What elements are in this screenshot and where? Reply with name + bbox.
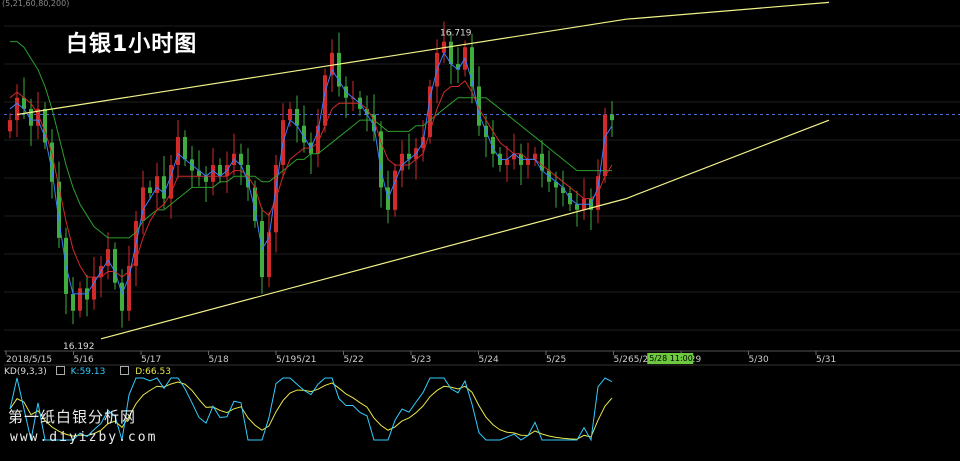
- candle-body: [323, 75, 327, 126]
- candle-body: [15, 97, 19, 121]
- candle-body: [337, 52, 341, 87]
- candle-body: [533, 153, 537, 160]
- candle-body: [204, 176, 208, 182]
- x-tick-label: 5/17: [141, 355, 161, 365]
- candle-body: [218, 164, 222, 177]
- candle-body: [141, 187, 145, 222]
- candle-body: [92, 277, 96, 300]
- highlight-date-label: 5/28 11:00: [649, 354, 693, 363]
- candle-body: [43, 108, 47, 143]
- x-tick-label: 5/31: [816, 355, 836, 365]
- candle-body: [22, 97, 26, 109]
- candle-body: [36, 108, 40, 126]
- candle-body: [288, 108, 292, 121]
- candle-body: [155, 176, 159, 194]
- x-tick-label: 5/30: [749, 355, 769, 365]
- candle-body: [71, 293, 75, 311]
- candle-body: [50, 142, 54, 182]
- candle-body: [148, 187, 152, 194]
- candle-body: [8, 120, 12, 132]
- x-tick-label: 5/24: [479, 355, 499, 365]
- kd-d-value: D:66.53: [120, 366, 177, 377]
- candle-body: [330, 52, 334, 76]
- candle-body: [379, 131, 383, 188]
- candle-body: [449, 41, 453, 65]
- candle-body: [505, 159, 509, 165]
- candle-body: [302, 125, 306, 143]
- candle-body: [253, 187, 257, 222]
- candle-body: [183, 136, 187, 160]
- candle-body: [526, 159, 530, 165]
- candle-body: [491, 136, 495, 154]
- chart-title: 白银1小时图: [66, 32, 198, 57]
- high-price-label: 16.719: [440, 29, 472, 39]
- candle-body: [78, 288, 82, 311]
- candle-body: [29, 108, 33, 126]
- candle-body: [120, 282, 124, 311]
- highlight-date-box: [647, 353, 694, 364]
- x-tick-label: 5/25: [546, 355, 566, 365]
- kd-k-value: K:59.13: [55, 366, 112, 377]
- x-tick-label: 5/16: [74, 355, 94, 365]
- x-tick-label: 5/18: [209, 355, 229, 365]
- watermark-url: www.diyizby.com: [10, 430, 158, 445]
- candle-body: [295, 108, 299, 126]
- x-tick-label: 5/265/2: [614, 355, 649, 365]
- candle-body: [477, 86, 481, 126]
- candle-body: [470, 47, 474, 87]
- candle-body: [211, 164, 215, 182]
- candle-body: [239, 153, 243, 165]
- candle-body: [106, 249, 110, 266]
- d-label: D:66.53: [135, 367, 171, 377]
- x-tick-label: 5/23: [411, 355, 431, 365]
- candle-body: [603, 114, 607, 177]
- header-strip-text: (5,21,60,80,200): [2, 0, 69, 8]
- candle-body: [57, 181, 61, 238]
- candle-body: [113, 249, 117, 283]
- k-checkbox[interactable]: [55, 366, 65, 375]
- candle-body: [162, 176, 166, 199]
- candle-body: [610, 114, 614, 121]
- candle-body: [365, 108, 369, 115]
- candle-body: [407, 153, 411, 160]
- candle-body: [197, 170, 201, 177]
- ma-mid-line: [9, 80, 613, 278]
- candle-body: [169, 164, 173, 199]
- ma-slow-line: [10, 41, 612, 239]
- candle-body: [127, 265, 131, 311]
- candle-body: [316, 125, 320, 154]
- kd-indicator-label[interactable]: KD(9,3,3): [4, 367, 47, 377]
- candle-body: [428, 86, 432, 137]
- kd-header: KD(9,3,3) K:59.13 D:66.53: [4, 366, 183, 377]
- x-tick-label: 5/195/21: [276, 355, 316, 365]
- candle-body: [575, 204, 579, 210]
- upper-channel-line: [16, 1, 830, 116]
- kd-d-line: [9, 381, 613, 440]
- x-tick-label: 2018/5/15: [6, 355, 52, 365]
- candle-body: [512, 153, 516, 160]
- candle-body: [554, 181, 558, 188]
- candle-body: [393, 170, 397, 210]
- lower-channel-line: [100, 119, 830, 340]
- x-tick-label: 5/22: [344, 355, 364, 365]
- candle-body: [561, 187, 565, 194]
- candle-body: [372, 114, 376, 132]
- ma-fast-line: [9, 51, 613, 296]
- candle-body: [400, 153, 404, 171]
- kd-k-line: [9, 377, 613, 442]
- candle-body: [267, 232, 271, 278]
- low-price-label: 16.192: [63, 342, 95, 352]
- k-label: K:59.13: [70, 367, 106, 377]
- d-checkbox[interactable]: [120, 366, 130, 375]
- candle-body: [176, 136, 180, 165]
- candle-body: [540, 153, 544, 171]
- candle-body: [456, 64, 460, 70]
- watermark-site-name: 第一纸白银分析网: [8, 408, 137, 426]
